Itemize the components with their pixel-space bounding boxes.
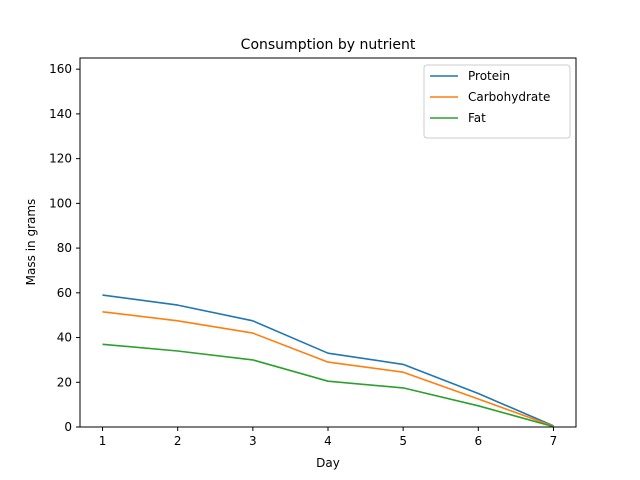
y-axis-title: Mass in grams [24, 199, 38, 286]
y-tick-label: 0 [64, 420, 72, 434]
y-tick-label: 100 [49, 196, 72, 210]
legend: Protein Carbohydrate Fat [423, 64, 571, 139]
x-tick-label: 4 [324, 434, 332, 448]
x-tick-label: 2 [174, 434, 182, 448]
legend-label-protein: Protein [468, 69, 510, 83]
y-tick-label: 40 [57, 331, 72, 345]
x-tick-label: 6 [474, 434, 482, 448]
x-tick-label: 7 [550, 434, 558, 448]
y-tick-label: 120 [49, 152, 72, 166]
chart-title: Consumption by nutrient [241, 37, 416, 53]
series-lines [102, 294, 554, 428]
x-tick-label: 3 [249, 434, 257, 448]
y-tick-label: 160 [49, 62, 72, 76]
series-line-protein [102, 294, 554, 427]
y-tick-label: 140 [49, 107, 72, 121]
series-line-carbohydrate [102, 311, 554, 428]
x-tick-label: 1 [99, 434, 107, 448]
axes: 1 2 3 4 5 6 7 0 20 40 60 80 100 120 140 160 [49, 62, 557, 448]
y-tick-label: 80 [57, 241, 72, 255]
plot-frame [79, 57, 577, 428]
legend-label-carbohydrate: Carbohydrate [468, 90, 550, 104]
series-line-fat [102, 343, 554, 428]
x-tick-label: 5 [399, 434, 407, 448]
y-tick-label: 60 [57, 286, 72, 300]
y-tick-label: 20 [57, 375, 72, 389]
legend-label-fat: Fat [468, 111, 486, 125]
legend-box [423, 64, 571, 139]
x-axis-title: Day [316, 456, 340, 470]
